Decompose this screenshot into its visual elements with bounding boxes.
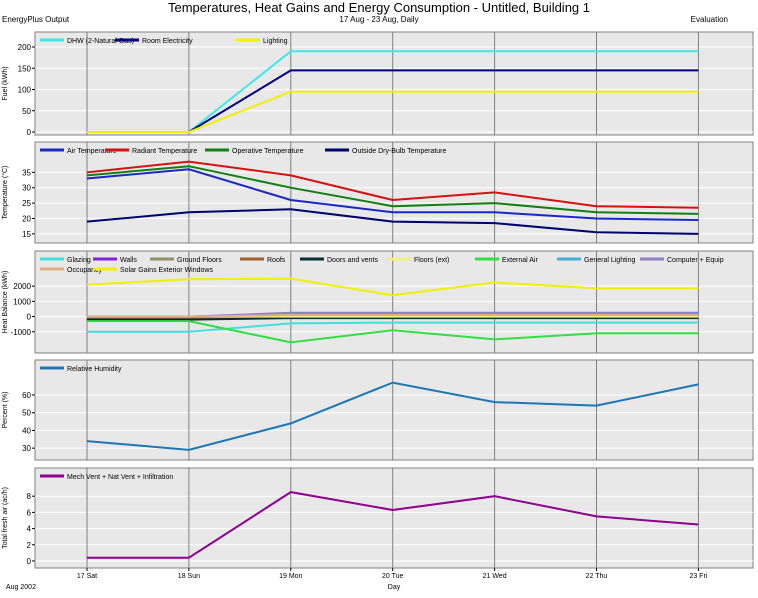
xtick-label-19-mon: 19 Mon — [279, 573, 302, 580]
chart-2-series-air-temperature — [86, 168, 699, 221]
chart-title: Temperatures, Heat Gains and Energy Cons… — [168, 0, 590, 15]
chart-1-legend-label-room-electricity: Room Electricity — [142, 38, 193, 45]
date-range-label: Aug 2002 — [6, 584, 36, 591]
chart-1-ytick-label: 100 — [18, 86, 32, 95]
chart-3-legend-label-computer-equip: Computer + Equip — [667, 257, 724, 264]
chart-2-series-outside-dry-bulb-temperature — [86, 208, 699, 235]
chart-1-ytick-label: 50 — [22, 107, 31, 116]
chart-3-ytick-label: 2000 — [13, 282, 31, 291]
x-axis-label: Day — [388, 584, 401, 591]
chart-2-ylabel: Temperature (°C) — [1, 166, 9, 220]
chart-3-series-doors-and-vents — [87, 317, 699, 321]
chart-3-legend-label-walls: Walls — [120, 257, 137, 264]
chart-5-ylabel: Total fresh air (ac/h) — [2, 487, 9, 549]
chart-4-ytick-label: 60 — [22, 391, 31, 400]
chart-4-plot-area — [34, 359, 754, 461]
chart-3-series-solar-gains-exterior-windows — [86, 277, 699, 297]
chart-2-series-radiant-temperature — [86, 160, 699, 209]
xtick-label-17-sat: 17 Sat — [77, 573, 97, 580]
chart-2-ytick-label: 35 — [22, 168, 31, 177]
chart-3-legend-label-external-air: External Air — [502, 257, 538, 264]
chart-2-ytick-label: 15 — [22, 230, 31, 239]
chart-3-ytick-label: 1000 — [13, 297, 31, 306]
chart-3-legend-label-roofs: Roofs — [267, 257, 286, 264]
chart-2-legend-label-radiant-temperature: Radiant Temperature — [132, 148, 197, 155]
chart-4-legend-label-relative-humidity: Relative Humidity — [67, 366, 122, 373]
chart-5-ytick-label: 2 — [27, 541, 32, 550]
chart-subtitle: 17 Aug - 23 Aug, Daily — [339, 15, 419, 24]
chart-4-ytick-label: 50 — [22, 409, 31, 418]
chart-3-plot-area — [34, 250, 754, 354]
chart-5-legend-label-mech-vent-nat-vent-infiltration: Mech Vent + Nat Vent + Infiltration — [67, 474, 173, 481]
chart-1-ylabel: Fuel (kWh) — [2, 66, 9, 100]
chart-4-series-relative-humidity — [86, 381, 699, 451]
chart-4-ylabel: Percent (%) — [2, 392, 9, 429]
xtick-label-21-wed: 21 Wed — [483, 573, 507, 580]
chart-3-ylabel: Heat Balance (kWh) — [2, 271, 9, 334]
chart-1-ytick-label: 200 — [18, 43, 32, 52]
chart-3-legend-label-solar-gains-exterior-windows: Solar Gains Exterior Windows — [120, 267, 213, 274]
chart-3-legend-label-floors-ext: Floors (ext) — [414, 257, 449, 264]
chart-2-legend-label-operative-temperature: Operative Temperature — [232, 148, 304, 155]
xtick-label-20-tue: 20 Tue — [382, 573, 404, 580]
chart-2-legend-label-outside-dry-bulb-temperature: Outside Dry-Bulb Temperature — [352, 148, 447, 155]
chart-1-series-lighting — [87, 90, 699, 133]
chart-5-plot-area — [34, 467, 754, 569]
chart-2-ytick-label: 20 — [22, 214, 31, 223]
chart-5-ytick-label: 4 — [27, 525, 32, 534]
chart-3-legend-label-occupancy: Occupancy — [67, 267, 103, 274]
chart-1-legend-label-lighting: Lighting — [263, 38, 288, 45]
chart-1-plot-area — [34, 31, 754, 136]
chart-4-ytick-label: 30 — [22, 444, 31, 453]
chart-5-series-mech-vent-nat-vent-infiltration — [87, 491, 699, 559]
chart-3-ytick-label: 0 — [27, 313, 32, 322]
chart-1-ytick-label: 150 — [18, 64, 32, 73]
chart-3-legend-label-general-lighting: General Lighting — [584, 257, 635, 264]
chart-4-ytick-label: 40 — [22, 426, 31, 435]
chart-2-ytick-label: 25 — [22, 199, 31, 208]
chart-3-series-external-air — [87, 320, 699, 344]
chart-2-legend-label-air-temperature: Air Temperature — [67, 148, 117, 155]
energyplus-output-label: EnergyPlus Output — [2, 15, 70, 24]
chart-3-legend-label-glazing: Glazing — [67, 257, 91, 264]
chart-3-series-glazing — [87, 321, 699, 333]
chart-2-ytick-label: 30 — [22, 184, 31, 193]
chart-5-ytick-label: 0 — [27, 557, 32, 566]
chart-1-legend-label-dhw-2-natural-gas: DHW (2-Natural Gas) — [67, 38, 134, 45]
chart-3-series-occupancy — [87, 314, 699, 318]
chart-3-legend-label-ground-floors: Ground Floors — [177, 257, 222, 264]
xtick-label-18-sun: 18 Sun — [178, 573, 200, 580]
chart-3-ytick-label: -1000 — [11, 328, 32, 337]
chart-5-ytick-label: 8 — [27, 492, 32, 501]
xtick-label-22-thu: 22 Thu — [586, 573, 608, 580]
evaluation-label: Evaluation — [690, 15, 728, 24]
chart-2-plot-area — [34, 141, 754, 244]
chart-3-legend-label-doors-and-vents: Doors and vents — [327, 257, 378, 264]
chart-2-series-operative-temperature — [86, 165, 699, 215]
chart-5-ytick-label: 6 — [27, 508, 32, 517]
xtick-label-23-fri: 23 Fri — [689, 573, 707, 580]
chart-1-ytick-label: 0 — [27, 128, 32, 137]
